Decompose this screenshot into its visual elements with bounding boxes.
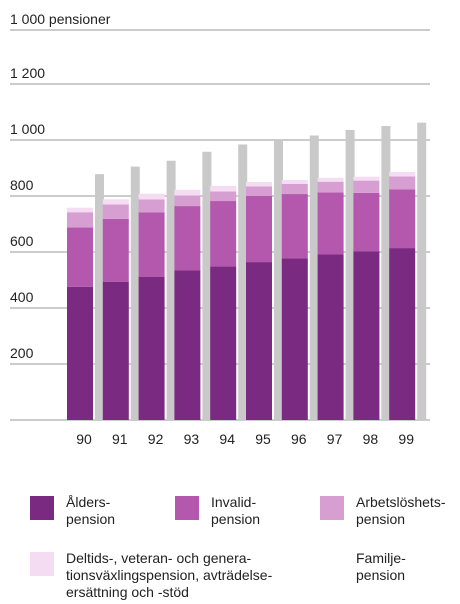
bar-familjepension — [309, 135, 319, 420]
bar-segment-1 — [353, 192, 380, 252]
bar-segment-2 — [138, 199, 165, 213]
legend-label-familjepension: Familje- pension — [356, 550, 406, 583]
bar-segment-2 — [317, 181, 344, 193]
bar-familjepension — [345, 129, 355, 421]
bar-segment-2 — [67, 212, 93, 228]
x-tick-label: 93 — [184, 431, 200, 447]
bar-segment-2 — [389, 176, 416, 190]
legend-swatch-familjepension — [320, 552, 344, 576]
legend-swatch-alderspension — [30, 496, 54, 520]
bar-segment-3 — [138, 193, 165, 200]
y-tick-label: 800 — [10, 177, 34, 193]
bar-segment-1 — [138, 212, 165, 277]
bar-segment-0 — [174, 270, 201, 420]
legend-item-invalidpension: Invalid- pension — [175, 494, 260, 528]
y-tick-label: 1 000 — [10, 121, 45, 137]
bar-segment-1 — [317, 192, 344, 255]
legend-item-familjepension: Familje- pension — [320, 550, 406, 584]
bar-familjepension — [417, 122, 427, 420]
bar-segment-2 — [281, 183, 308, 195]
legend-label-alderspension: Ålders- pension — [66, 494, 116, 527]
x-tick-label: 97 — [327, 431, 343, 447]
bar-familjepension — [274, 140, 283, 420]
bar-segment-0 — [353, 251, 380, 420]
bar-segment-0 — [138, 276, 165, 420]
bar-familjepension — [202, 151, 212, 420]
bar-familjepension — [238, 144, 248, 421]
bar-segment-0 — [281, 258, 308, 420]
x-tick-label: 99 — [398, 431, 414, 447]
bar-familjepension — [130, 166, 140, 420]
bar-segment-2 — [174, 195, 201, 207]
bar-segment-3 — [102, 199, 129, 205]
bar-segment-2 — [102, 204, 129, 219]
bar-segment-3 — [353, 176, 380, 181]
bar-segment-0 — [210, 266, 237, 420]
y-tick-label: 600 — [10, 233, 34, 249]
bar-segment-1 — [246, 196, 272, 263]
bar-segment-0 — [67, 286, 93, 420]
bar-segment-3 — [210, 185, 237, 192]
x-tick-label: 96 — [291, 431, 307, 447]
legend-swatch-invalidpension — [175, 496, 199, 520]
bar-segment-3 — [389, 171, 416, 177]
y-tick-label: 200 — [10, 345, 34, 361]
x-tick-label: 91 — [112, 431, 128, 447]
bars — [67, 122, 427, 421]
bar-segment-0 — [389, 248, 416, 420]
bar-segment-0 — [317, 254, 344, 420]
bar-segment-1 — [67, 227, 93, 287]
bar-segment-2 — [210, 191, 237, 202]
bar-segment-2 — [246, 186, 272, 196]
x-tick-labels: 90 91 92 93 94 95 96 97 98 99 — [76, 431, 414, 447]
bar-segment-1 — [281, 194, 308, 259]
y-tick-label: 1 200 — [10, 65, 45, 81]
x-tick-label: 95 — [255, 431, 271, 447]
legend-label-arbetsloshetspension: Arbetslöshets- pension — [356, 494, 446, 527]
bar-segment-3 — [67, 207, 93, 213]
x-tick-label: 94 — [219, 431, 235, 447]
bar-segment-1 — [210, 201, 237, 267]
legend-item-deltidspension: Deltids-, veteran- och genera- tionsväxl… — [30, 550, 272, 601]
legend-label-deltidspension: Deltids-, veteran- och genera- tionsväxl… — [66, 550, 273, 600]
legend-swatch-deltidspension — [30, 552, 54, 576]
x-tick-label: 98 — [363, 431, 379, 447]
bar-segment-3 — [246, 182, 272, 187]
x-tick-label: 92 — [148, 431, 164, 447]
chart: 1 000 pensioner 1 200 1 000 800 600 400 200 9… — [10, 11, 430, 447]
bar-segment-0 — [246, 262, 272, 420]
bar-segment-0 — [102, 281, 129, 420]
bar-segment-1 — [102, 218, 129, 282]
bar-segment-1 — [389, 189, 416, 249]
legend-item-arbetsloshetspension: Arbetslöshets- pension — [320, 494, 445, 528]
legend-item-alderspension: Ålders- pension — [30, 494, 115, 528]
bar-segment-3 — [317, 177, 344, 182]
bar-segment-1 — [174, 206, 201, 271]
legend-swatch-arbetsloshetspension — [320, 496, 344, 520]
bar-segment-3 — [174, 189, 201, 196]
bar-segment-3 — [281, 180, 308, 184]
y-tick-label: 400 — [10, 289, 34, 305]
bar-segment-2 — [353, 180, 380, 193]
legend-label-invalidpension: Invalid- pension — [211, 494, 261, 527]
x-tick-label: 90 — [76, 431, 92, 447]
legend: Ålders- pension Invalid- pension Arbetsl… — [0, 480, 460, 604]
bar-familjepension — [95, 174, 104, 420]
y-unit-label: 1 000 pensioner — [10, 11, 111, 27]
bar-familjepension — [166, 160, 176, 420]
y-tick-labels: 1 200 1 000 800 600 400 200 — [10, 65, 45, 361]
bar-familjepension — [381, 126, 391, 420]
